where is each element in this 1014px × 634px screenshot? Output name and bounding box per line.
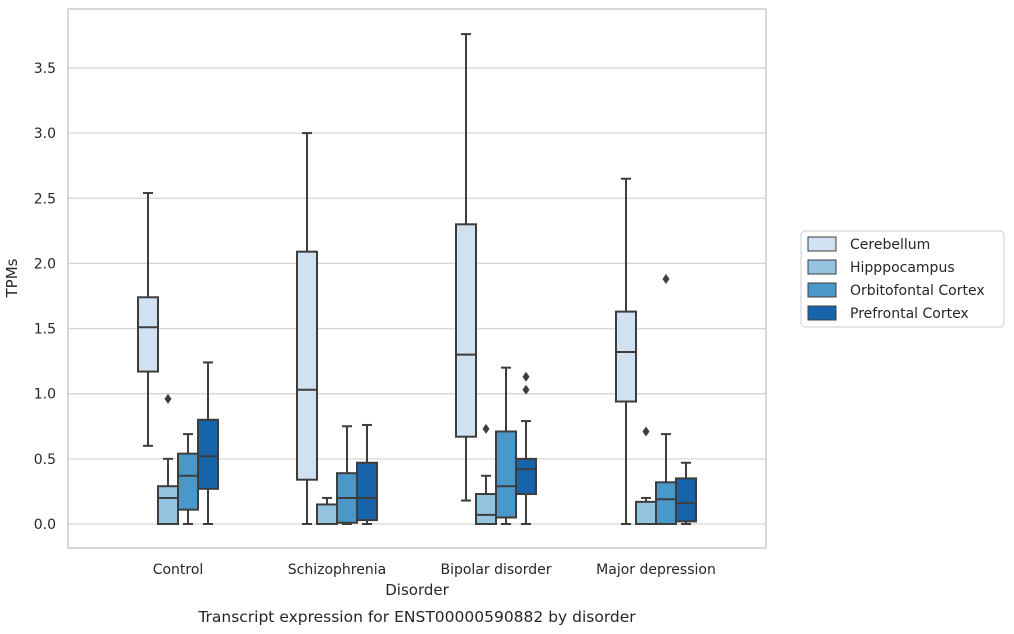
box-body (615, 310, 637, 403)
outlier-point (164, 393, 172, 404)
y-tick-label: 0.0 (34, 517, 56, 533)
box-body (495, 430, 517, 519)
box-hipppocampus (475, 423, 497, 526)
legend-swatch (807, 259, 837, 275)
legend: Cerebellum Hipppocampus Orbitofontal Corte… (800, 230, 1005, 328)
y-axis-title: TPMs (3, 258, 21, 298)
box-cerebellum (296, 132, 318, 525)
x-axis-title: Disorder (385, 581, 449, 599)
box-body (356, 461, 378, 522)
box-body (455, 223, 477, 438)
gridlines (68, 67, 766, 525)
y-tick-labels: 0.0 0.5 1.0 1.5 2.0 2.5 3.0 3.5 (34, 61, 56, 533)
x-tick-label: Schizophrenia (288, 562, 386, 578)
legend-label: Hipppocampus (850, 260, 955, 276)
outlier-point (482, 423, 490, 434)
plot-frame (67, 8, 767, 549)
y-tick-label: 2.0 (34, 256, 56, 272)
box-body (316, 503, 338, 525)
box-body (296, 250, 318, 481)
box-plots (137, 33, 697, 526)
box-hipppocampus (635, 426, 657, 525)
y-tick-label: 3.5 (34, 61, 56, 77)
box-orbitofontal-cortex (336, 425, 358, 525)
legend-swatch (807, 305, 837, 321)
legend-swatch (807, 236, 837, 252)
box-prefrontal-cortex (515, 371, 537, 525)
outlier-point (662, 274, 670, 285)
outlier-point (642, 426, 650, 437)
y-tick-label: 2.5 (34, 191, 56, 207)
box-hipppocampus (316, 496, 338, 525)
x-tick-label: Major depression (596, 562, 716, 578)
box-body (137, 296, 159, 373)
box-prefrontal-cortex (675, 461, 697, 525)
box-orbitofontal-cortex (495, 366, 517, 525)
box-body (157, 485, 179, 526)
box-prefrontal-cortex (197, 361, 219, 525)
legend-label: Cerebellum (850, 237, 930, 253)
box-body (177, 452, 199, 511)
box-cerebellum (615, 177, 637, 525)
y-tick-label: 3.0 (34, 126, 56, 142)
y-tick-label: 0.5 (34, 452, 56, 468)
box-body (635, 500, 657, 525)
box-prefrontal-cortex (356, 423, 378, 525)
box-body (515, 457, 537, 496)
box-orbitofontal-cortex (177, 433, 199, 525)
legend-label: Prefrontal Cortex (850, 306, 969, 322)
legend-swatch (807, 282, 837, 298)
box-body (655, 481, 677, 525)
outlier-point (522, 371, 530, 382)
outlier-point (522, 384, 530, 395)
figure-caption: Transcript expression for ENST0000059088… (197, 608, 636, 626)
box-body (675, 477, 697, 523)
box-hipppocampus (157, 393, 179, 526)
legend-label: Orbitofontal Cortex (850, 283, 985, 299)
x-tick-label: Bipolar disorder (440, 562, 551, 578)
x-tick-labels: Control Schizophrenia Bipolar disorder Majo… (153, 562, 716, 578)
box-body (475, 493, 497, 526)
box-cerebellum (137, 192, 159, 447)
box-orbitofontal-cortex (655, 274, 677, 525)
box-body (197, 418, 219, 490)
x-tick-label: Control (153, 562, 204, 578)
box-cerebellum (455, 33, 477, 502)
y-tick-label: 1.5 (34, 322, 56, 338)
y-tick-label: 1.0 (34, 387, 56, 403)
legend-frame (800, 230, 1005, 328)
